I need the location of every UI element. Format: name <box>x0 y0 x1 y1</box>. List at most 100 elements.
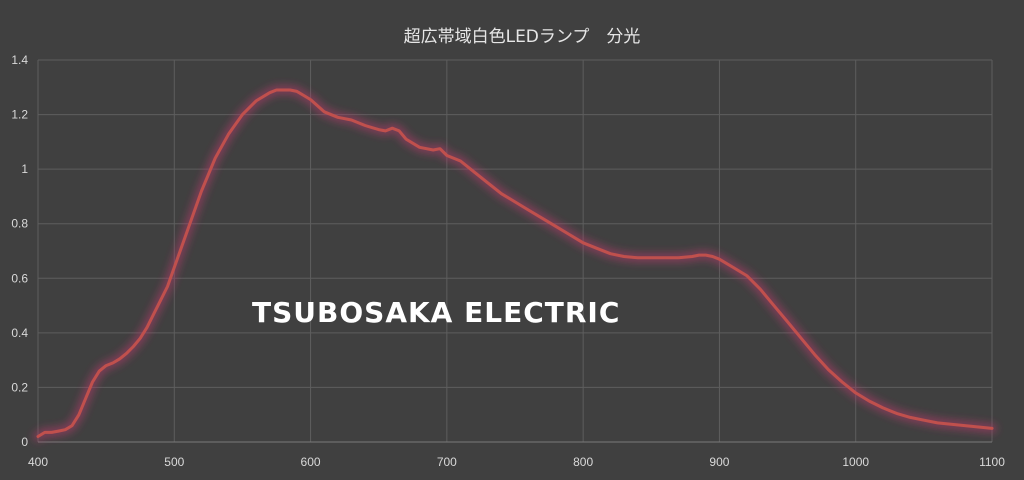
data-point <box>418 146 421 149</box>
x-tick-label: 800 <box>573 455 593 469</box>
data-point <box>57 430 60 432</box>
data-point <box>446 154 448 157</box>
data-point <box>282 89 285 91</box>
data-point <box>132 345 135 348</box>
data-point <box>173 266 176 269</box>
data-point <box>473 171 475 173</box>
data-point <box>350 119 353 121</box>
data-point <box>309 98 312 101</box>
data-point <box>289 89 291 91</box>
data-point <box>950 423 952 426</box>
x-tick-label: 500 <box>164 455 184 469</box>
data-point <box>364 124 366 127</box>
data-point <box>582 242 584 244</box>
data-point <box>125 352 128 355</box>
x-tick-label: 900 <box>709 455 729 469</box>
data-point <box>166 285 169 288</box>
data-point <box>439 147 441 150</box>
data-point <box>119 358 121 360</box>
data-point <box>854 392 857 394</box>
data-point <box>303 94 305 97</box>
data-point <box>711 255 714 258</box>
data-point <box>78 413 80 416</box>
x-tick-label: 700 <box>437 455 457 469</box>
watermark-text: TSUBOSAKA ELECTRIC <box>252 296 620 329</box>
data-point <box>568 233 571 236</box>
data-point <box>432 149 435 151</box>
x-axis-ticks: 400 500 600 700 800 900 1000 1100 <box>28 455 1005 469</box>
data-point <box>241 113 244 116</box>
series-line-glow <box>33 85 997 442</box>
data-point <box>391 127 394 129</box>
data-point <box>923 419 925 422</box>
data-point <box>71 424 73 427</box>
data-point <box>555 225 557 228</box>
data-point <box>44 431 46 434</box>
data-point <box>514 201 516 203</box>
chart-title: 超広帯域白色LEDランプ 分光 <box>404 27 641 47</box>
data-point <box>841 381 843 383</box>
data-point <box>773 304 775 307</box>
data-point <box>405 138 407 140</box>
data-point <box>268 91 271 94</box>
data-point <box>541 217 544 220</box>
data-point <box>936 422 939 424</box>
data-point <box>98 370 101 372</box>
data-point <box>882 407 884 409</box>
data-point <box>664 257 666 259</box>
data-point <box>275 89 278 91</box>
y-axis-ticks: 0 0.2 0.4 0.6 0.8 1 1.2 1.4 <box>11 53 28 449</box>
data-point <box>50 431 53 434</box>
data-point <box>200 190 203 192</box>
data-point <box>91 381 94 383</box>
data-point <box>814 353 816 356</box>
data-point <box>909 416 911 419</box>
x-tick-label: 400 <box>28 455 48 469</box>
y-tick-label: 1 <box>21 162 28 176</box>
data-point <box>636 257 639 259</box>
data-point <box>745 274 748 277</box>
data-point <box>650 257 653 259</box>
data-point <box>698 254 700 256</box>
data-point <box>895 412 898 415</box>
series-layer <box>33 85 997 442</box>
x-tick-label: 1000 <box>842 455 869 469</box>
data-point <box>677 257 680 259</box>
y-tick-label: 0.6 <box>11 271 28 285</box>
data-point <box>732 266 734 269</box>
data-point <box>786 321 789 323</box>
gridlines <box>37 59 993 443</box>
data-point <box>187 228 189 230</box>
data-point <box>153 313 155 315</box>
data-point <box>323 111 326 113</box>
data-point <box>991 427 993 430</box>
data-point <box>596 247 598 250</box>
data-point <box>255 100 257 102</box>
data-point <box>827 368 830 371</box>
data-point <box>718 258 721 261</box>
data-point <box>377 128 380 131</box>
data-point <box>691 255 693 258</box>
y-tick-label: 1.2 <box>11 108 28 122</box>
y-tick-label: 0.4 <box>11 326 28 340</box>
data-point <box>228 132 230 135</box>
data-point <box>398 130 401 132</box>
x-tick-label: 1100 <box>979 455 1005 469</box>
data-point <box>105 364 107 367</box>
data-point <box>214 157 216 159</box>
data-point <box>623 255 625 258</box>
data-point <box>759 288 762 291</box>
data-point <box>139 337 141 340</box>
y-tick-label: 0 <box>21 435 28 449</box>
data-point <box>800 337 802 340</box>
data-point <box>146 326 148 329</box>
data-point <box>37 435 39 438</box>
data-point <box>384 130 387 132</box>
data-point <box>486 182 489 184</box>
data-point <box>159 299 162 301</box>
data-point <box>977 426 980 428</box>
data-point <box>84 397 87 400</box>
y-tick-label: 0.8 <box>11 217 28 231</box>
